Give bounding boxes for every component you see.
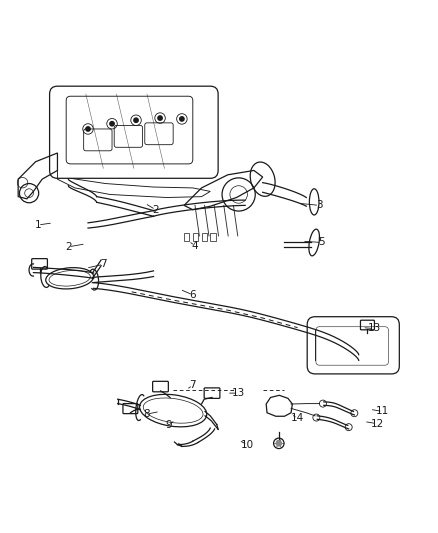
Bar <box>201 233 207 241</box>
Bar <box>210 233 215 241</box>
Circle shape <box>276 441 282 446</box>
Circle shape <box>158 116 162 120</box>
Circle shape <box>180 117 184 121</box>
Circle shape <box>110 122 114 126</box>
Circle shape <box>86 127 90 131</box>
Text: 11: 11 <box>376 407 389 416</box>
Bar <box>184 233 189 241</box>
Text: 2: 2 <box>65 242 72 252</box>
Text: 1: 1 <box>35 220 41 230</box>
Text: 13: 13 <box>367 324 381 334</box>
Text: 6: 6 <box>190 290 196 300</box>
Text: 12: 12 <box>371 419 384 429</box>
Text: 2: 2 <box>152 205 159 215</box>
Text: 7: 7 <box>190 380 196 390</box>
Text: 3: 3 <box>316 200 323 211</box>
Text: 4: 4 <box>192 240 198 251</box>
Text: 8: 8 <box>144 409 150 419</box>
Text: 5: 5 <box>318 238 325 247</box>
Text: 7: 7 <box>100 260 106 269</box>
Circle shape <box>134 118 138 123</box>
Text: 14: 14 <box>291 414 304 423</box>
Text: 10: 10 <box>241 440 254 450</box>
Bar <box>193 233 198 241</box>
Text: 13: 13 <box>232 388 245 398</box>
Text: 9: 9 <box>166 419 172 430</box>
